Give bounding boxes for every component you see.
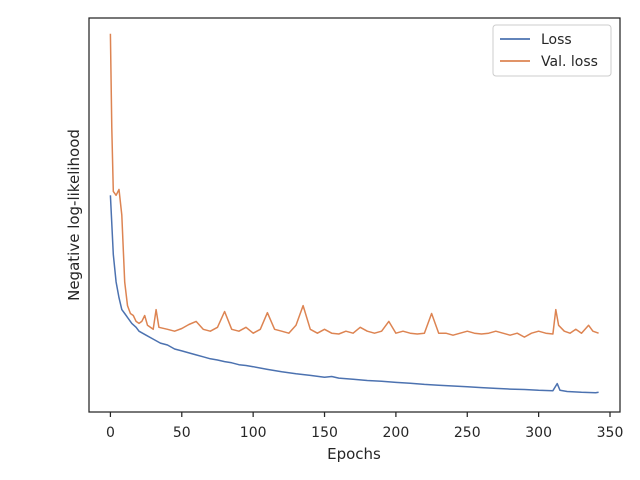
x-tick-label: 250 bbox=[454, 425, 481, 441]
plot-area bbox=[89, 18, 620, 412]
series-line-val-loss bbox=[109, 33, 599, 338]
x-axis-label: Epochs bbox=[327, 445, 381, 463]
legend-label-loss: Loss bbox=[541, 32, 572, 48]
x-tick-label: 150 bbox=[311, 425, 338, 441]
x-tick-label: 50 bbox=[173, 425, 191, 441]
x-axis-ticks: 0 50 100 150 200 250 300 350 bbox=[106, 412, 623, 441]
series-layer bbox=[109, 33, 599, 394]
legend-frame bbox=[492, 24, 612, 77]
series-line-loss bbox=[109, 195, 599, 394]
y-axis-label: Negative log-likelihood bbox=[65, 129, 83, 301]
legend: Loss Val. loss bbox=[492, 24, 612, 77]
legend-label-val-loss: Val. loss bbox=[541, 54, 598, 70]
plot-frame bbox=[88, 17, 621, 413]
x-tick-label: 350 bbox=[597, 425, 624, 441]
x-tick-label: 300 bbox=[525, 425, 552, 441]
x-tick-label: 200 bbox=[383, 425, 410, 441]
x-tick-label: 0 bbox=[106, 425, 115, 441]
x-tick-label: 100 bbox=[240, 425, 267, 441]
